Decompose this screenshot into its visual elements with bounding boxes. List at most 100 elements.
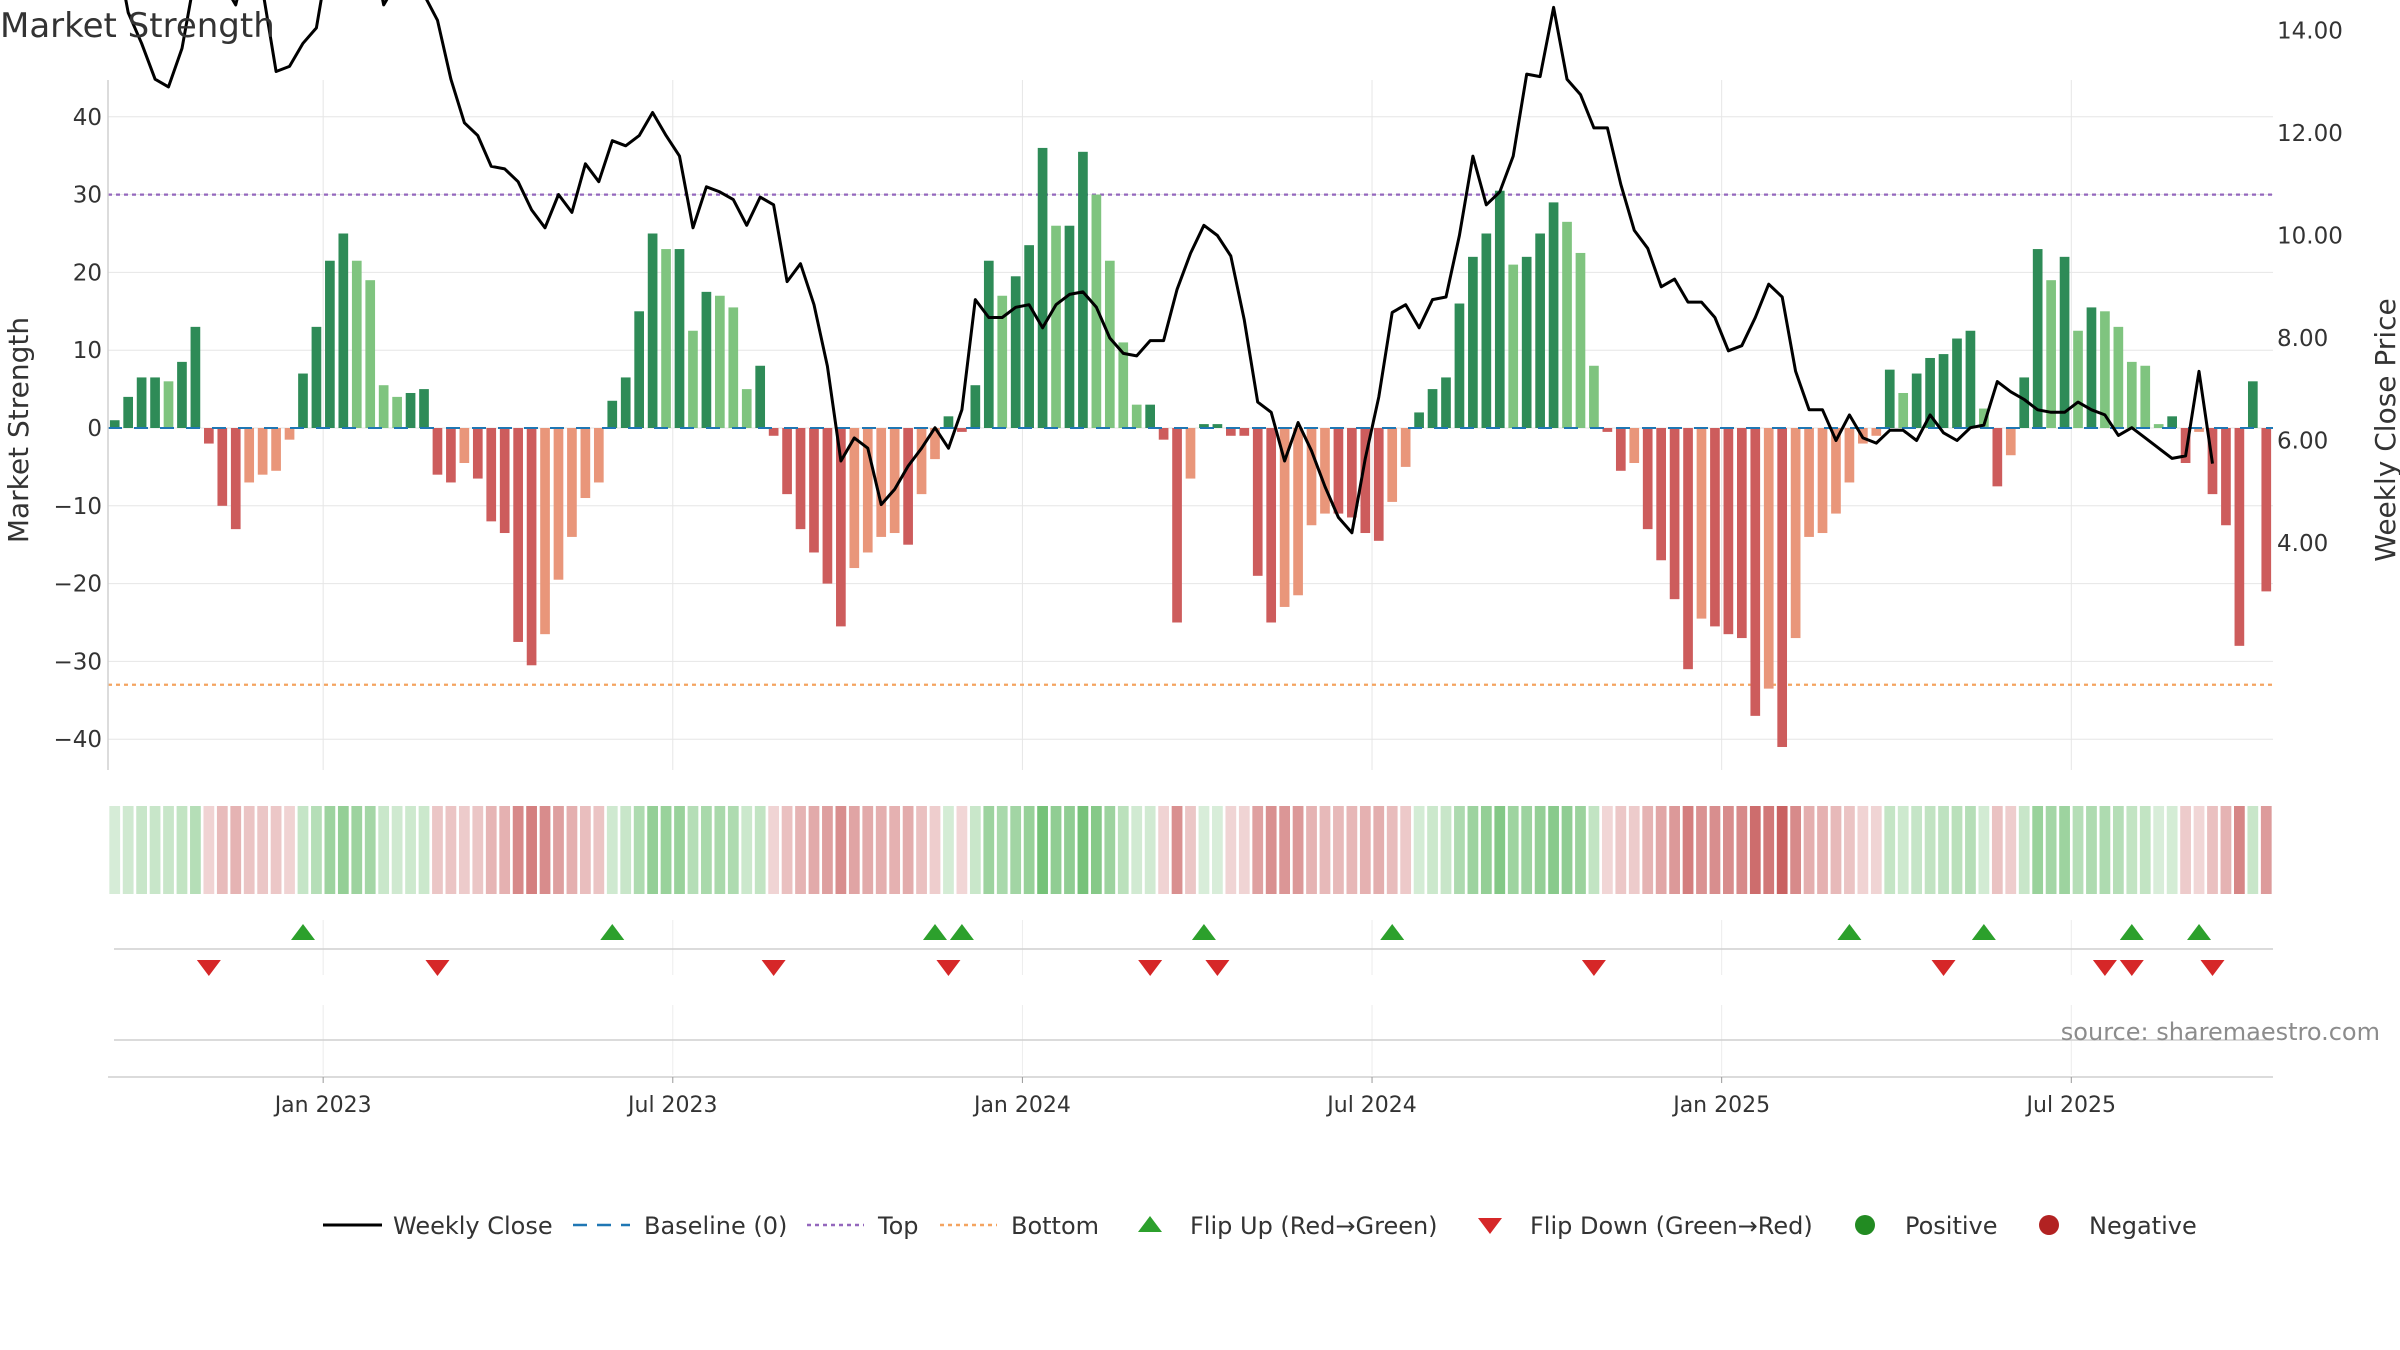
strength-bar xyxy=(257,428,268,475)
heat-cell xyxy=(1050,806,1062,894)
heat-cell xyxy=(539,806,551,894)
heat-cell xyxy=(136,806,147,894)
heat-cell xyxy=(391,806,403,894)
heat-cell xyxy=(1346,806,1358,894)
heat-cell xyxy=(1265,806,1277,894)
heat-cell xyxy=(405,806,416,894)
heat-cell xyxy=(1292,806,1304,894)
heat-cell xyxy=(2207,806,2218,894)
flip-up-marker xyxy=(2187,924,2212,940)
heat-cell xyxy=(956,806,968,894)
strength-bar xyxy=(1441,377,1451,428)
strength-bar xyxy=(472,428,483,479)
heat-cell xyxy=(1064,806,1075,894)
y-tick-left-label: −10 xyxy=(53,494,102,520)
flip-down-marker xyxy=(2200,960,2225,976)
strength-bar xyxy=(1279,428,1290,607)
strength-bar xyxy=(1064,225,1075,428)
strength-bar xyxy=(1535,233,1545,428)
heat-cell xyxy=(284,806,295,894)
strength-bar xyxy=(1293,428,1303,596)
legend-label: Weekly Close xyxy=(393,1212,553,1240)
heat-cell xyxy=(1440,806,1452,894)
heat-cell xyxy=(1333,806,1344,894)
heat-cell xyxy=(701,806,712,894)
heat-cell xyxy=(808,806,820,894)
grid-lines xyxy=(108,80,2273,1075)
strength-bar xyxy=(876,428,887,537)
strength-bar xyxy=(2194,428,2204,432)
heat-cell xyxy=(1884,806,1896,894)
heat-cell xyxy=(458,806,470,894)
strength-bar xyxy=(338,233,349,428)
heat-cell xyxy=(1534,806,1546,894)
heat-cell xyxy=(1924,806,1936,894)
heat-cell xyxy=(149,806,161,894)
heat-cell xyxy=(1965,806,1976,894)
strength-bar xyxy=(1615,428,1626,471)
heat-cell xyxy=(2166,806,2178,894)
heat-cell xyxy=(1010,806,1022,894)
y-tick-left-label: −20 xyxy=(53,572,102,598)
legend-label: Flip Down (Green→Red) xyxy=(1530,1212,1813,1240)
strength-bar xyxy=(1051,225,1061,428)
y-axis-label-left: Market Strength xyxy=(2,317,35,543)
flip-up-marker xyxy=(600,924,625,940)
threshold-lines xyxy=(108,193,2273,686)
heat-cell xyxy=(983,806,995,894)
strength-bar xyxy=(1333,428,1344,514)
source-credit: source: sharemaestro.com xyxy=(2061,1018,2380,1046)
strength-bar xyxy=(2140,365,2151,428)
heat-cell xyxy=(1212,806,1223,894)
flip-down-marker xyxy=(936,960,961,976)
strength-bar xyxy=(809,428,819,553)
heat-cell xyxy=(1494,806,1506,894)
strength-bar xyxy=(701,291,712,428)
flip-up-marker xyxy=(1837,924,1862,940)
strength-bar xyxy=(1804,428,1814,537)
strength-bar xyxy=(715,295,725,428)
strength-bar xyxy=(957,428,967,432)
heat-cell xyxy=(1951,806,1963,894)
strength-bar xyxy=(1992,428,2003,487)
heat-cell xyxy=(754,806,766,894)
strength-bar xyxy=(1185,428,1196,479)
heat-cell xyxy=(1991,806,2003,894)
legend-positive-swatch xyxy=(1855,1215,1875,1235)
strength-bar xyxy=(298,373,308,428)
heat-cell xyxy=(1628,806,1640,894)
heat-cell xyxy=(2153,806,2165,894)
strength-bar xyxy=(217,428,228,506)
heat-cell xyxy=(1749,806,1761,894)
heat-cell xyxy=(969,806,981,894)
heat-cell xyxy=(1077,806,1089,894)
strength-bar xyxy=(2180,428,2191,464)
heat-cell xyxy=(418,806,430,894)
strength-bar xyxy=(1817,428,1828,534)
heat-cell xyxy=(553,806,564,894)
strength-bar xyxy=(1024,245,1034,428)
chart-title: Market Strength xyxy=(0,6,275,46)
heat-cell xyxy=(499,806,511,894)
heat-cell xyxy=(1911,806,1923,894)
strength-bar xyxy=(1790,428,1801,639)
heat-cell xyxy=(929,806,941,894)
strength-bar xyxy=(1091,194,1102,428)
strength-bar xyxy=(177,361,187,428)
strength-bar xyxy=(351,260,362,428)
y-tick-right-label: 14.00 xyxy=(2277,19,2343,45)
heat-cell xyxy=(1844,806,1855,894)
strength-bar xyxy=(1656,428,1666,561)
strength-bar xyxy=(1468,256,1478,428)
heat-cell xyxy=(781,806,793,894)
heat-cell xyxy=(1413,806,1425,894)
flip-down-marker xyxy=(1138,960,1163,976)
strength-bar xyxy=(1589,365,1599,428)
strength-bar xyxy=(1104,260,1115,428)
strength-bar xyxy=(499,428,510,534)
heat-cell xyxy=(2260,806,2272,894)
x-tick-label: Jul 2023 xyxy=(626,1093,718,1118)
heat-cell xyxy=(176,806,188,894)
strength-bar xyxy=(284,428,295,440)
strength-bar xyxy=(1158,428,1169,440)
